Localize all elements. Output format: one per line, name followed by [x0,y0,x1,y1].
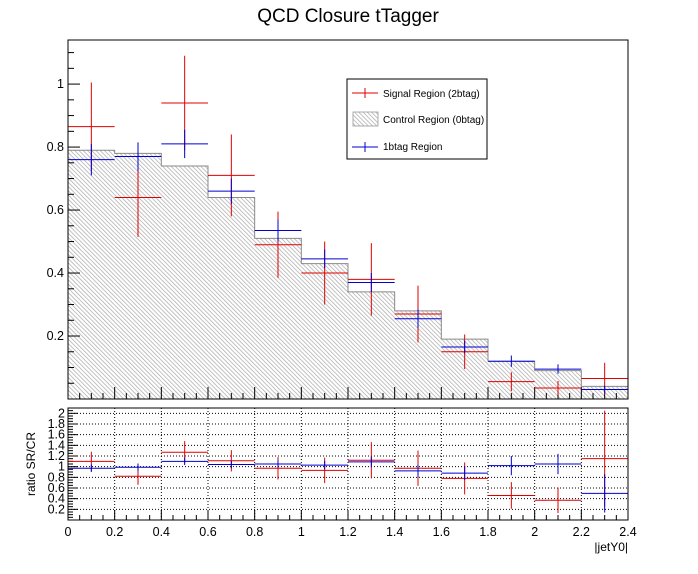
x-tick-label: 1.6 [433,525,450,539]
btag1-point [394,309,442,329]
control-region-bar [68,150,115,399]
btag1-point [301,249,348,269]
ratio-y-tick-label: 1.6 [48,428,65,442]
legend-label-1btag: 1btag Region [383,142,443,153]
legend-label-control: Control Region (0btag) [383,115,484,126]
signal-point [114,158,162,237]
ratio-signal-point [488,482,535,509]
x-tick-label: 1.2 [339,525,356,539]
ratio-y-tick-label: 0.8 [48,470,65,484]
btag1-point [488,355,535,367]
ratio-btag1-point [348,456,395,468]
ratio-btag1-point [161,457,208,466]
ratio-btag1-point [394,464,442,478]
ratio-y-tick-label: 0.6 [48,481,65,495]
btag1-point [161,129,208,159]
legend-label-signal: Signal Region (2btag) [383,89,480,100]
ratio-btag1-point [68,464,115,472]
ratio-y-tick-label: 0.2 [48,502,65,516]
btag1-point [348,273,395,292]
legend-frame [346,78,488,160]
btag1-point [441,340,488,354]
legend-entry-1btag: 1btag Region [352,142,443,153]
legend-entry-signal: Signal Region (2btag) [352,88,480,100]
legend-entry-control: Control Region (0btag) [352,111,484,127]
y-tick-label: 0.6 [47,203,64,217]
ratio-y-tick-label: 2 [58,406,65,420]
y-tick-label: 0.8 [47,140,64,154]
chart-title: QCD Closure tTagger [257,6,439,27]
ratio-x-axis: 0 0.2 0.4 0.6 0.8 1 1.2 1.4 1.6 1.8 2 2.2 2.4 [65,510,637,539]
ratio-btag1-point [301,460,348,470]
ratio-btag1-point [488,456,535,476]
top-x-axis [67,387,629,399]
ratio-y-tick-label: 1.8 [48,417,65,431]
ratio-1btag-series [68,453,628,513]
ratio-y-axis-title: ratio SR/CR [24,432,38,496]
x-tick-label: 0.4 [153,525,170,539]
x-tick-label: 0.6 [199,525,216,539]
x-tick-label: 0.8 [246,525,263,539]
signal-point [534,381,582,395]
ratio-y-tick-label: 1.2 [48,449,65,463]
x-tick-label: 2 [531,525,538,539]
x-tick-label: 1 [298,525,305,539]
btag1-point [208,178,255,204]
ratio-btag1-point [534,453,582,475]
x-tick-label: 0.2 [106,525,123,539]
ratio-signal-point [534,487,582,514]
legend: Signal Region (2btag) Control Region (0b… [346,78,488,160]
x-tick-label: 2.4 [619,525,636,539]
top-panel-frame [67,39,629,400]
x-axis-title: |jetY0| [594,540,628,554]
btag1-point [534,364,582,374]
x-tick-label: 1.4 [386,525,403,539]
ratio-y-tick-label: 1 [58,460,65,474]
y-tick-label: 0.2 [47,329,64,343]
y-tick-label: 0.4 [47,266,64,280]
ratio-y-tick-label: 0.4 [48,492,65,506]
signal-point [488,372,535,392]
1btag-region-series [68,129,628,394]
control-region-bar [161,165,208,399]
btag1-point [114,142,162,171]
x-tick-label: 2.2 [573,525,590,539]
ratio-btag1-point [581,474,628,513]
ratio-panel-frame [67,407,629,521]
y-tick-label: 1 [57,77,64,91]
control-region-bar [208,197,255,399]
ratio-btag1-point [208,460,255,469]
control-region-histogram [67,149,629,399]
btag1-point [581,385,628,394]
ratio-btag1-point [254,460,302,468]
btag1-point [254,219,302,242]
x-tick-label: 1.8 [479,525,496,539]
ratio-y-axis: 0.20.40.60.811.21.41.61.82 [48,406,78,518]
legend-marker-control [352,111,379,127]
x-tick-label: 0 [65,525,72,539]
ratio-btag1-point [114,463,162,471]
ratio-y-tick-label: 1.4 [48,438,65,452]
btag1-point [68,143,115,176]
ratio-btag1-point [441,466,488,480]
